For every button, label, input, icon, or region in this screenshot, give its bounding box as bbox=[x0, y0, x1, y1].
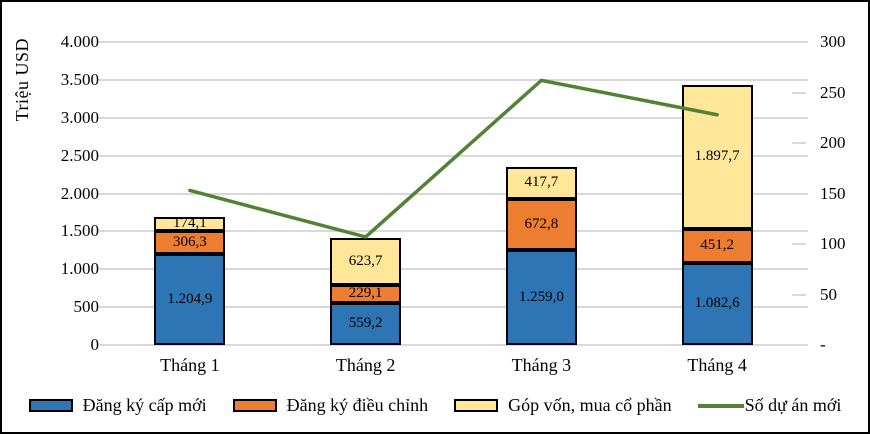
bar-segment: 306,3 bbox=[154, 230, 226, 254]
gridline bbox=[99, 344, 808, 346]
bar-segment: 174,1 bbox=[154, 215, 226, 232]
bar-segment: 1.897,7 bbox=[681, 85, 753, 229]
right-axis-tick-mark bbox=[792, 41, 806, 43]
bar-segment: 1.259,0 bbox=[505, 249, 577, 345]
legend-item: Góp vốn, mua cổ phần bbox=[454, 395, 672, 416]
left-axis-tick-label: 1.500 bbox=[60, 221, 99, 241]
bar-segment-label: 306,3 bbox=[173, 233, 207, 250]
right-axis-tick-mark bbox=[792, 192, 806, 195]
bar-segment: 672,8 bbox=[505, 198, 577, 250]
left-axis-tick-label: 2.000 bbox=[60, 183, 99, 203]
right-axis-tick-mark bbox=[792, 243, 806, 245]
bar-segment: 417,7 bbox=[505, 167, 577, 199]
bar-segment-label: 1.897,7 bbox=[694, 148, 740, 165]
right-axis-tick-label: 200 bbox=[820, 133, 846, 152]
bar-segment: 1.204,9 bbox=[154, 253, 226, 345]
legend-label: Đăng ký điều chỉnh bbox=[286, 395, 429, 415]
left-axis-tick-label: 3.500 bbox=[60, 69, 99, 89]
bar-segment: 559,2 bbox=[330, 302, 402, 345]
legend-swatch bbox=[454, 399, 499, 412]
bar-segment-label: 1.204,9 bbox=[167, 290, 213, 307]
legend-swatch bbox=[232, 399, 277, 412]
x-axis-category-label: Tháng 2 bbox=[335, 355, 396, 375]
gridline bbox=[99, 41, 808, 43]
legend-swatch bbox=[28, 399, 73, 412]
gridline bbox=[99, 306, 808, 309]
bar-segment: 451,2 bbox=[681, 228, 753, 263]
bar-segment-label: 229,1 bbox=[348, 285, 383, 302]
left-axis-tick-label: 2.500 bbox=[60, 145, 99, 165]
x-axis-category-label: Tháng 3 bbox=[511, 355, 572, 375]
bar-segment-label: 1.082,6 bbox=[694, 295, 740, 312]
x-axis-category-label: Tháng 4 bbox=[687, 355, 747, 375]
right-axis-tick-label: 100 bbox=[820, 234, 846, 253]
legend-label: Đăng ký cấp mới bbox=[82, 395, 207, 415]
bar-segment-label: 672,8 bbox=[524, 215, 559, 232]
line-series bbox=[188, 78, 719, 239]
bar-segment-label: 451,2 bbox=[700, 237, 734, 254]
right-axis-tick-label: - bbox=[820, 335, 826, 354]
left-axis-tick-label: 3.000 bbox=[60, 107, 99, 127]
right-axis-tick-label: 300 bbox=[820, 32, 846, 51]
legend-item: Số dự án mới bbox=[697, 395, 842, 416]
bar-segment: 229,1 bbox=[330, 285, 402, 303]
bar-segment-label: 623,7 bbox=[348, 253, 383, 270]
legend-label: Góp vốn, mua cổ phần bbox=[508, 395, 672, 415]
right-axis-tick-mark bbox=[792, 293, 806, 296]
right-axis-tick-label: 150 bbox=[820, 183, 846, 203]
gridline bbox=[99, 268, 808, 271]
bar-segment-label: 417,7 bbox=[524, 174, 559, 191]
bar-segment-label: 559,2 bbox=[348, 315, 383, 332]
bar-segment: 623,7 bbox=[330, 238, 402, 286]
right-axis-tick-mark bbox=[792, 91, 806, 94]
legend-item: Đăng ký điều chỉnh bbox=[232, 395, 429, 416]
gridline bbox=[99, 78, 808, 81]
legend-item: Đăng ký cấp mới bbox=[28, 395, 207, 416]
legend-line-swatch bbox=[697, 403, 744, 408]
left-axis-tick-label: 1.000 bbox=[60, 259, 99, 279]
right-axis-tick-label: 50 bbox=[820, 284, 837, 304]
bar-segment-label: 1.259,0 bbox=[518, 288, 564, 305]
legend: Đăng ký cấp mới Đăng ký điều chỉnh Góp vốn… bbox=[2, 395, 868, 416]
right-axis-tick-label: 250 bbox=[820, 82, 846, 102]
right-axis-tick-mark bbox=[792, 142, 806, 144]
left-axis-tick-label: 0 bbox=[90, 335, 100, 354]
x-axis-category-label: Tháng 1 bbox=[160, 355, 220, 375]
right-axis-tick-mark bbox=[792, 344, 806, 346]
left-axis-tick-label: 500 bbox=[73, 297, 100, 317]
bar-segment: 1.082,6 bbox=[681, 262, 753, 345]
bar-segment-label: 174,1 bbox=[173, 215, 207, 232]
legend-label: Số dự án mới bbox=[744, 395, 842, 415]
left-axis-tick-label: 4.000 bbox=[60, 32, 99, 51]
